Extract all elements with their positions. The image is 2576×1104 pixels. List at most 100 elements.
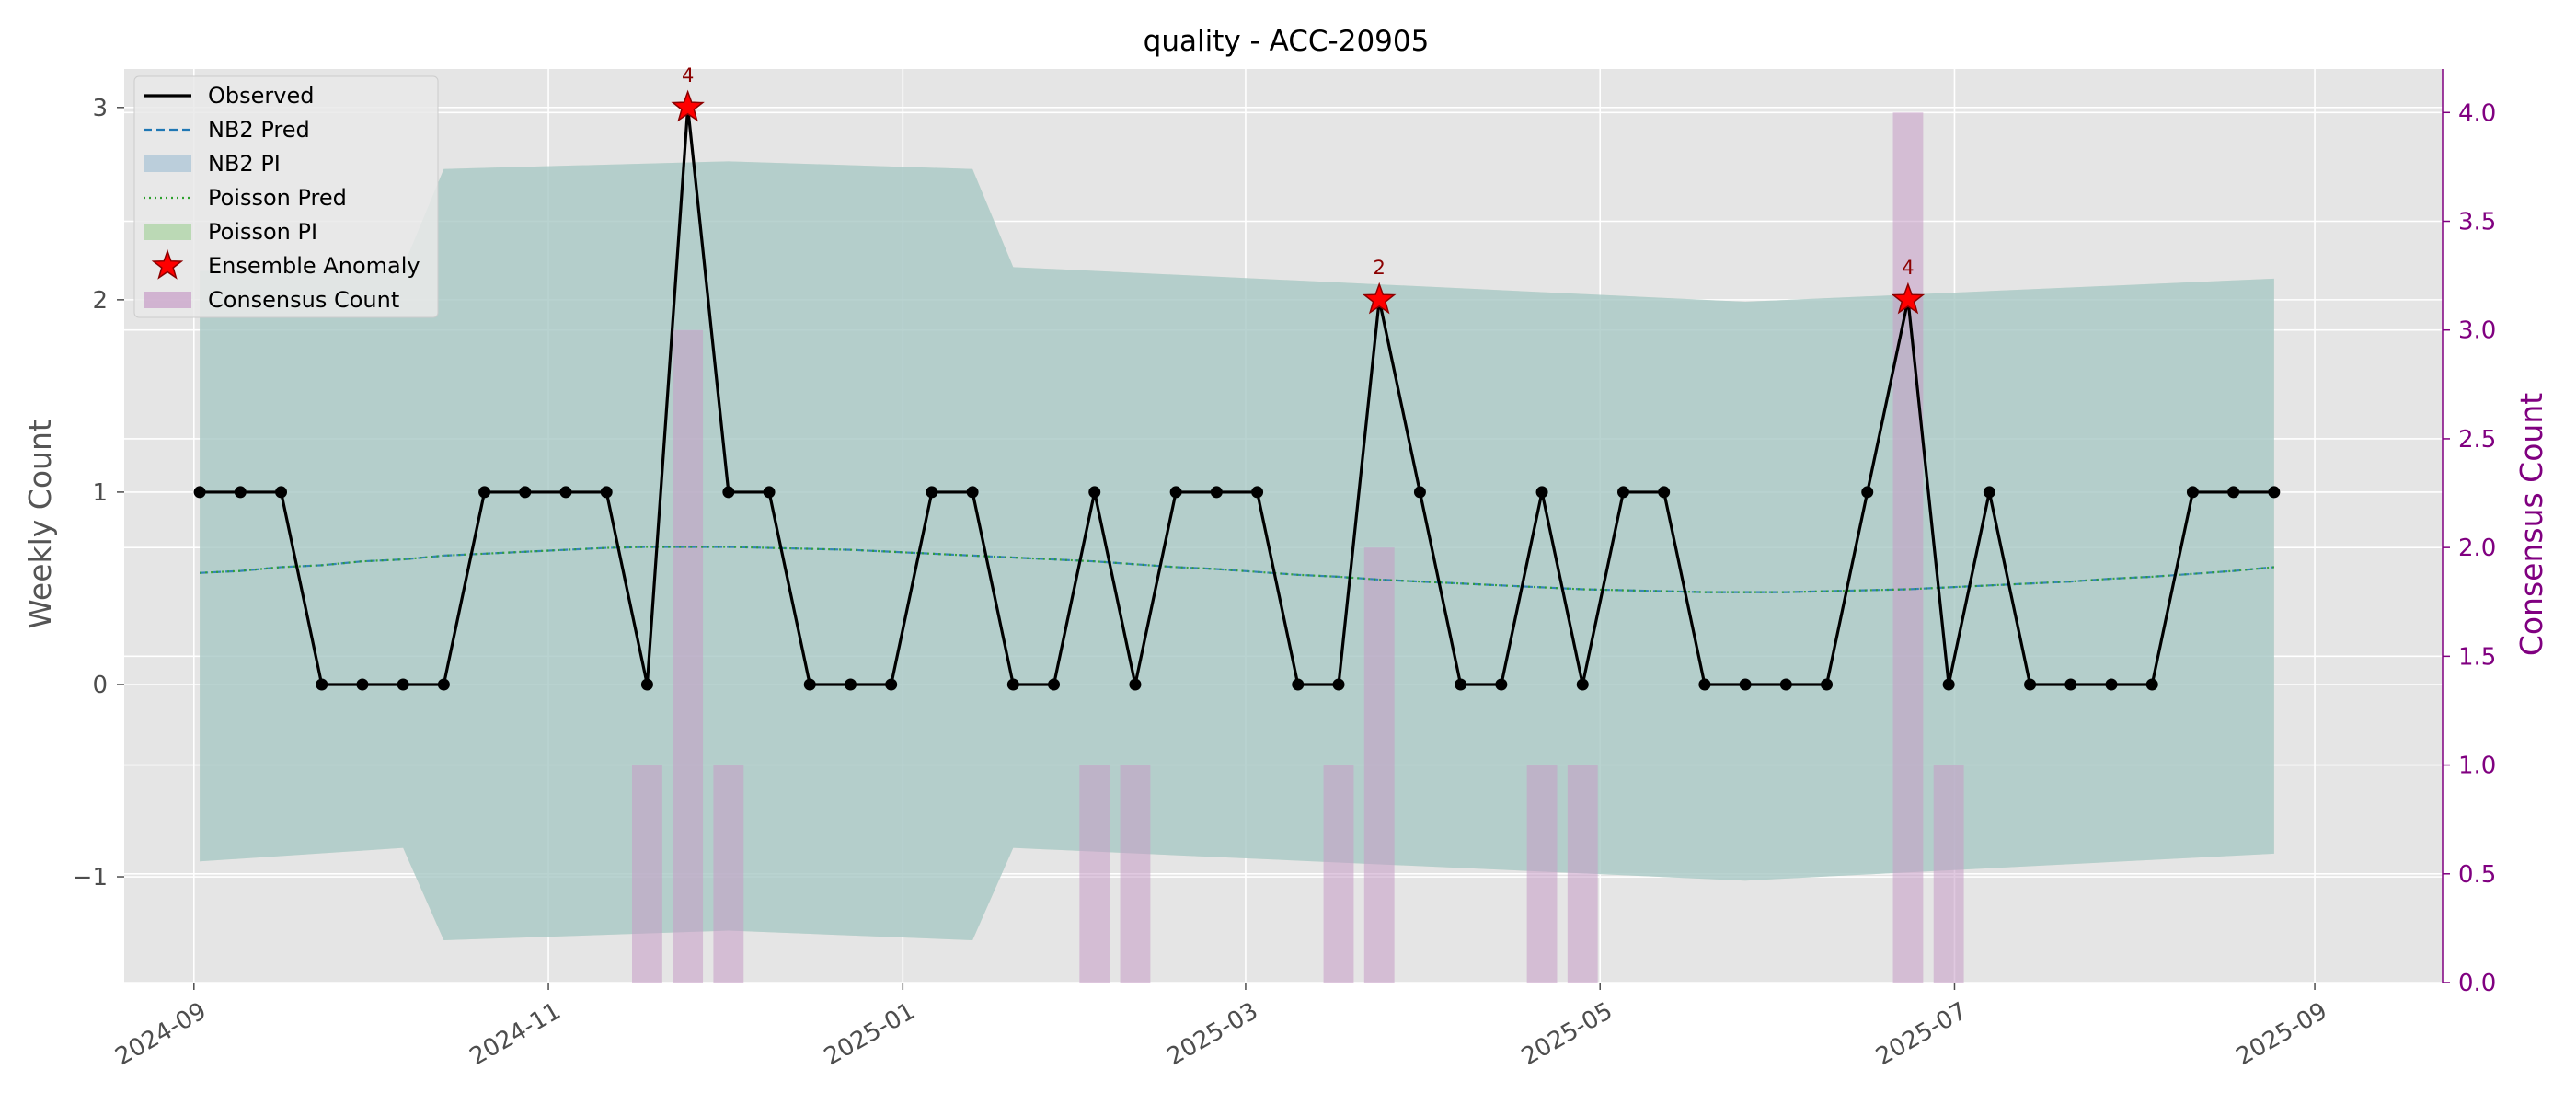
observed-point <box>1006 678 1019 691</box>
nb2-pi-band <box>200 161 2274 941</box>
observed-point <box>1821 678 1834 691</box>
consensus-bars <box>632 112 1964 983</box>
observed-point <box>1983 486 1995 499</box>
legend-label: Observed <box>208 83 314 109</box>
observed-point <box>478 486 491 499</box>
legend-label: Ensemble Anomaly <box>208 253 420 279</box>
consensus-bar <box>1567 765 1598 983</box>
observed-point <box>1779 678 1792 691</box>
observed-point <box>1332 678 1345 691</box>
consensus-bar <box>1892 112 1924 983</box>
observed-point <box>2064 678 2077 691</box>
observed-point <box>966 486 979 499</box>
observed-point <box>1292 678 1305 691</box>
y-right-tick-label: 0.5 <box>2458 861 2496 889</box>
poisson-pred-line <box>200 546 2274 593</box>
consensus-bar <box>713 765 744 983</box>
y-tick-label: 0 <box>92 672 108 699</box>
observed-point <box>1739 678 1752 691</box>
observed-point <box>2024 678 2037 691</box>
legend-swatch-consensus <box>144 292 191 308</box>
observed-point <box>803 678 816 691</box>
observed-point <box>397 678 409 691</box>
consensus-bar <box>1120 765 1151 983</box>
observed-point <box>1861 486 1874 499</box>
consensus-bar <box>1933 765 1964 983</box>
observed-point <box>1129 678 1142 691</box>
legend-label: NB2 PI <box>208 151 281 177</box>
y-axis-label: Weekly Count <box>22 420 58 629</box>
legend-label: Poisson Pred <box>208 185 347 211</box>
observed-point <box>559 486 572 499</box>
observed-point <box>2186 486 2199 499</box>
y-right-tick-label: 3.0 <box>2458 317 2496 345</box>
chart-title: quality - ACC-20905 <box>1144 25 1430 58</box>
observed-point <box>885 678 898 691</box>
observed-point <box>519 486 532 499</box>
observed-point <box>316 678 328 691</box>
observed-point <box>926 486 938 499</box>
observed-point <box>193 486 206 499</box>
observed-point <box>2268 486 2281 499</box>
observed-point <box>1210 486 1223 499</box>
y-right-tick-label: 1.0 <box>2458 753 2496 780</box>
anomaly-label: 4 <box>682 64 694 86</box>
observed-point <box>356 678 369 691</box>
observed-point <box>1413 486 1426 499</box>
y-right-tick-label: 4.0 <box>2458 99 2496 127</box>
y-tick-label: 2 <box>92 287 108 315</box>
consensus-bar <box>1079 765 1110 983</box>
consensus-bar <box>632 765 662 983</box>
observed-point <box>1658 486 1671 499</box>
y-right-tick-label: 3.5 <box>2458 209 2496 236</box>
observed-point <box>844 678 857 691</box>
y-right-tick-label: 0.0 <box>2458 970 2496 997</box>
anomalies: 4 2 4 <box>671 64 1926 315</box>
observed-point <box>722 486 735 499</box>
legend-label: Consensus Count <box>208 287 399 313</box>
consensus-bar <box>1526 765 1558 983</box>
legend: Observed NB2 Pred NB2 PI Poisson Pred Poisso… <box>133 75 439 318</box>
consensus-bar <box>1363 547 1395 983</box>
observed-point <box>1616 486 1629 499</box>
y-axis-label-right: Consensus Count <box>2513 393 2549 656</box>
observed-point <box>1251 486 1264 499</box>
observed-line <box>200 106 2274 686</box>
observed-point <box>1455 678 1467 691</box>
anomaly-marker <box>1362 282 1397 315</box>
observed-point <box>1698 678 1711 691</box>
y-right-tick-label: 2.5 <box>2458 426 2496 454</box>
anomaly-marker <box>671 89 705 122</box>
y-right-tick-label: 1.5 <box>2458 643 2496 671</box>
y-tick-label: −1 <box>73 864 108 891</box>
legend-label: Poisson PI <box>208 219 317 245</box>
legend-label: NB2 Pred <box>208 117 310 143</box>
observed-point <box>1576 678 1589 691</box>
observed-point <box>437 678 450 691</box>
observed-point <box>275 486 288 499</box>
observed-point <box>1088 486 1101 499</box>
anomaly-label: 4 <box>1902 257 1914 279</box>
observed-point <box>1169 486 1182 499</box>
observed-point <box>1495 678 1508 691</box>
y-right-tick-label: 2.0 <box>2458 535 2496 562</box>
observed-point <box>1535 486 1548 499</box>
observed-point <box>763 486 776 499</box>
prediction-lines <box>200 546 2274 593</box>
observed-point <box>2105 678 2118 691</box>
legend-box <box>133 75 439 318</box>
y-tick-label: 3 <box>92 95 108 122</box>
consensus-bar <box>1323 765 1354 983</box>
observed-point <box>1942 678 1955 691</box>
anomaly-marker <box>1891 282 1926 315</box>
observed-point <box>234 486 247 499</box>
observed-point <box>2227 486 2240 499</box>
y-tick-label: 1 <box>92 479 108 507</box>
observed-series <box>193 101 2281 691</box>
observed-point <box>2145 678 2158 691</box>
legend-swatch-poisson-pi <box>144 224 191 240</box>
observed-point <box>600 486 613 499</box>
anomaly-label: 2 <box>1374 257 1386 279</box>
consensus-bar <box>673 329 704 983</box>
